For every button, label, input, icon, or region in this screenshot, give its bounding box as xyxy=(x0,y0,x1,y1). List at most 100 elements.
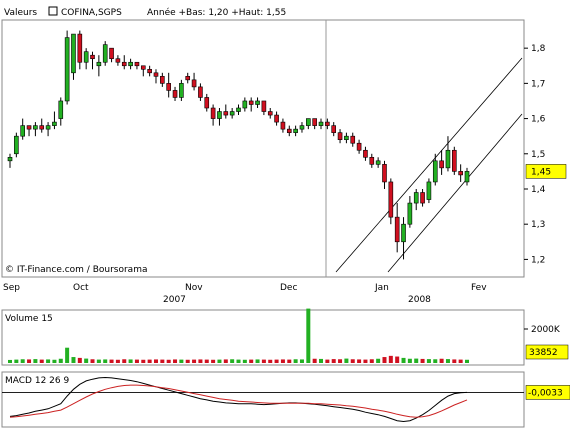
candle-body xyxy=(58,100,64,119)
candle-body xyxy=(90,54,95,60)
candle-body xyxy=(312,118,317,126)
candle-body xyxy=(160,76,165,84)
volume-panel xyxy=(1,309,525,366)
candle-body xyxy=(420,192,425,204)
candle-body xyxy=(64,37,70,102)
volume-bar xyxy=(261,359,266,363)
candle-body xyxy=(413,192,419,204)
month-label: Nov xyxy=(185,283,203,293)
candle-body xyxy=(134,61,140,67)
volume-bar xyxy=(27,359,32,363)
candle-body xyxy=(337,132,343,140)
volume-bar xyxy=(249,359,254,363)
volume-bar xyxy=(401,357,406,363)
price-tick-label: 1,7 xyxy=(531,79,545,89)
volume-bar xyxy=(426,359,431,363)
candle-body xyxy=(299,125,305,130)
volume-bar xyxy=(8,359,12,363)
candle-body xyxy=(14,135,19,155)
volume-bar xyxy=(433,359,438,363)
macd-axis: -0,0033 xyxy=(525,385,570,400)
candle-body xyxy=(166,83,171,91)
x-axis: Sep Oct Nov Dec Jan Fev 2007 2008 xyxy=(3,283,487,305)
price-tick-label: 1,5 xyxy=(531,150,545,160)
volume-bar xyxy=(465,359,469,363)
volume-bar xyxy=(134,359,139,363)
last-price-label: 1,45 xyxy=(531,167,551,177)
candle-body xyxy=(217,111,222,119)
volume-bar xyxy=(166,359,171,363)
volume-bar xyxy=(20,359,25,363)
candle-body xyxy=(115,58,121,63)
volume-bar xyxy=(84,358,89,363)
candle-body xyxy=(464,171,470,183)
year-label: 2007 xyxy=(163,295,186,305)
month-label: Fev xyxy=(471,283,487,293)
volume-bar xyxy=(90,359,95,363)
macd-panel xyxy=(1,371,525,428)
candle-body xyxy=(172,90,178,98)
candle-body xyxy=(77,33,83,63)
candle-body xyxy=(432,160,438,183)
price-tick-label: 1,3 xyxy=(531,220,545,230)
candle-body xyxy=(363,149,368,158)
volume-bar xyxy=(230,359,235,363)
volume-bar xyxy=(103,359,108,363)
volume-bar xyxy=(109,359,114,363)
volume-bar xyxy=(128,359,133,363)
candle-body xyxy=(401,223,406,243)
volume-bar xyxy=(376,358,381,363)
month-label: Jan xyxy=(374,283,389,293)
volume-bar xyxy=(39,359,44,363)
volume-bar xyxy=(395,356,400,363)
macd-title: MACD 12 26 9 xyxy=(5,376,69,386)
macd-value-label: -0,0033 xyxy=(528,388,563,398)
candle-body xyxy=(267,111,273,116)
volume-bar xyxy=(153,359,158,363)
volume-bar xyxy=(293,359,298,363)
candle-body xyxy=(350,135,356,144)
price-tick-label: 1,4 xyxy=(531,185,546,195)
candle-body xyxy=(7,157,13,162)
month-label: Dec xyxy=(280,283,297,293)
volume-bar xyxy=(236,359,241,363)
volume-bar xyxy=(77,357,82,363)
volume-bar xyxy=(458,359,463,363)
volume-bar xyxy=(173,359,178,363)
price-panel xyxy=(1,19,525,278)
header-prefix: Valeurs xyxy=(4,8,37,18)
symbol-checkbox-icon[interactable] xyxy=(48,6,58,16)
volume-bar xyxy=(452,359,457,363)
volume-bar xyxy=(160,359,165,363)
candle-body xyxy=(45,125,51,130)
year-label: 2008 xyxy=(408,295,431,305)
volume-bar xyxy=(445,359,450,363)
candle-body xyxy=(331,125,337,133)
volume-bar xyxy=(141,359,146,363)
volume-bar xyxy=(344,358,349,363)
candle-body xyxy=(204,97,210,109)
volume-bar xyxy=(185,359,190,363)
price-tick-label: 1,8 xyxy=(531,44,546,54)
volume-bar xyxy=(255,359,260,363)
candle-body xyxy=(223,111,229,116)
volume-bar xyxy=(357,359,362,363)
candle-body xyxy=(286,128,292,133)
volume-bar xyxy=(338,359,343,363)
volume-bar xyxy=(204,359,209,363)
volume-bar xyxy=(65,347,70,363)
volume-bar xyxy=(306,308,311,363)
volume-bar xyxy=(280,359,285,363)
volume-bar xyxy=(96,359,101,363)
candle-body xyxy=(375,160,381,165)
volume-bar xyxy=(211,359,216,363)
candle-body xyxy=(388,181,394,218)
macd-line xyxy=(9,376,468,423)
last-volume-badge xyxy=(525,344,569,360)
volume-bar xyxy=(350,359,355,363)
candle-body xyxy=(318,121,324,126)
last-volume-label: 33852 xyxy=(529,348,558,358)
volume-axis: 2000K 33852 xyxy=(524,325,569,360)
price-tick-label: 1,6 xyxy=(531,115,546,125)
volume-bar xyxy=(331,359,336,363)
